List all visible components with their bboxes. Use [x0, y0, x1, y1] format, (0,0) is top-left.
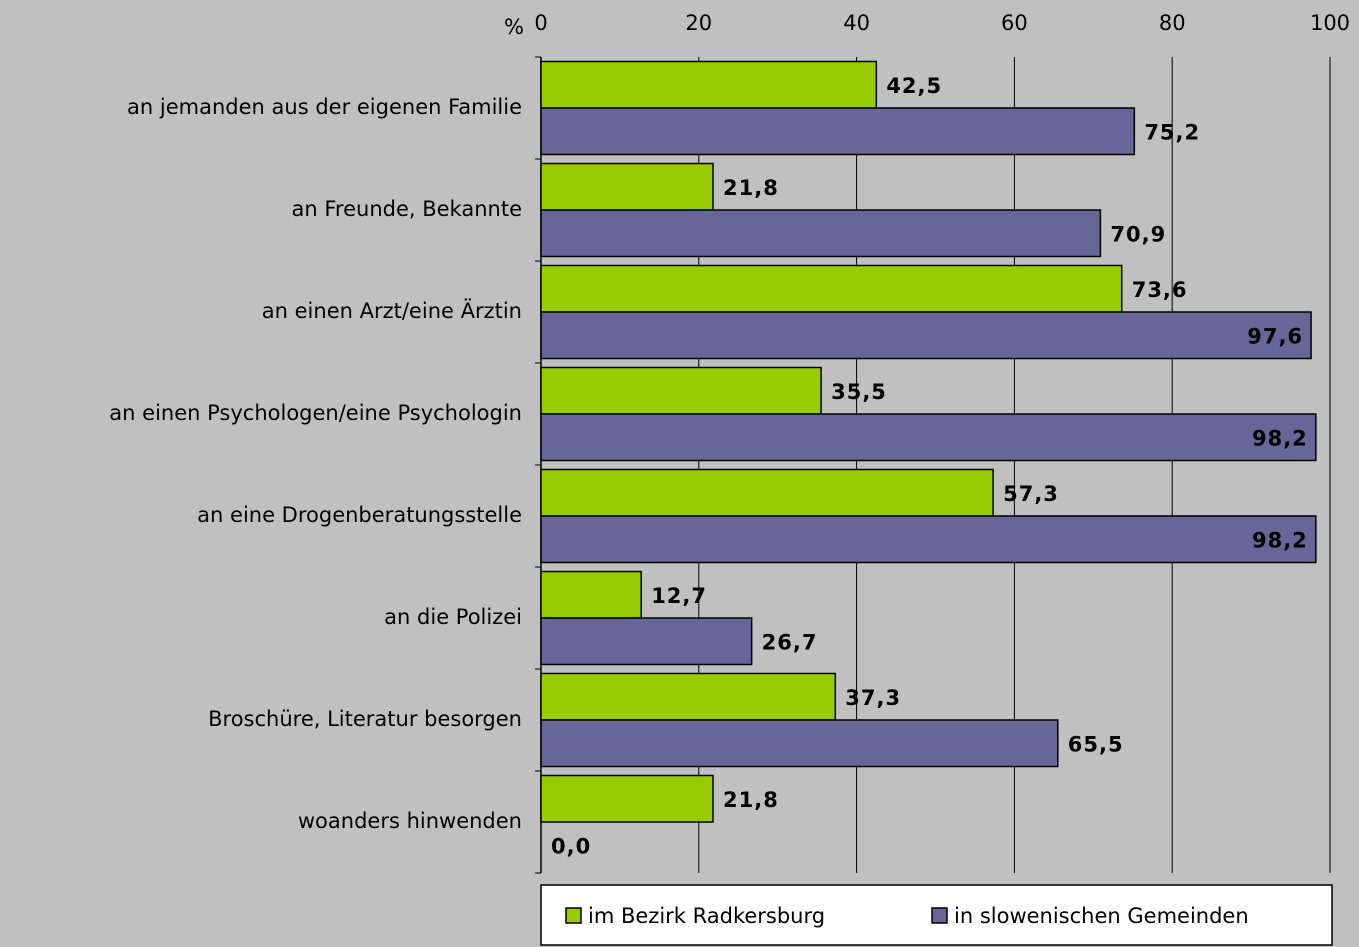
value-label: 97,6 [1247, 324, 1303, 348]
value-label: 42,5 [886, 74, 942, 98]
value-label: 65,5 [1068, 732, 1124, 756]
value-label: 12,7 [651, 584, 707, 608]
value-label: 98,2 [1252, 426, 1308, 450]
y-tick-label: woanders hinwenden [298, 809, 522, 833]
x-tick-label: 60 [1001, 11, 1028, 35]
x-tick-label: 40 [843, 11, 870, 35]
value-label: 21,8 [723, 788, 779, 812]
legend-marker [931, 907, 948, 924]
value-label: 35,5 [831, 380, 887, 404]
y-tick-label: an eine Drogenberatungsstelle [197, 503, 522, 527]
y-tick-label: an einen Psychologen/eine Psychologin [109, 401, 522, 425]
value-label: 98,2 [1252, 528, 1308, 552]
legend-label: im Bezirk Radkersburg [588, 904, 825, 928]
bar [540, 617, 753, 666]
x-tick-label: 100 [1310, 11, 1350, 35]
bar [540, 264, 1123, 313]
bar [540, 209, 1102, 258]
y-tick-label: an jemanden aus der eigenen Familie [127, 95, 522, 119]
value-label: 57,3 [1003, 482, 1059, 506]
x-tick-label: 20 [685, 11, 712, 35]
value-label: 73,6 [1132, 278, 1188, 302]
bar [540, 413, 1317, 462]
value-label: 26,7 [762, 630, 818, 654]
value-label: 37,3 [845, 686, 901, 710]
y-tick-label: an Freunde, Bekannte [292, 197, 522, 221]
x-tick-label: 0 [534, 11, 547, 35]
bar [540, 60, 878, 109]
x-tick-label: 80 [1159, 11, 1186, 35]
bar [540, 672, 837, 721]
value-label: 0,0 [551, 834, 591, 858]
value-label: 75,2 [1144, 120, 1200, 144]
x-axis-label: % [504, 15, 524, 39]
bar [540, 719, 1059, 768]
y-tick-label: an die Polizei [384, 605, 522, 629]
bar [540, 366, 822, 415]
y-tick-label: an einen Arzt/eine Ärztin [262, 298, 522, 323]
bar [540, 774, 714, 823]
bar [540, 570, 642, 619]
bar [540, 162, 714, 211]
legend-marker [565, 907, 582, 924]
legend-label: in slowenischen Gemeinden [954, 904, 1249, 928]
value-label: 70,9 [1110, 222, 1166, 246]
value-label: 21,8 [723, 176, 779, 200]
bar [540, 311, 1312, 360]
bar [540, 515, 1317, 564]
bar [540, 107, 1136, 156]
bar [540, 468, 994, 517]
y-tick-label: Broschüre, Literatur besorgen [208, 707, 522, 731]
